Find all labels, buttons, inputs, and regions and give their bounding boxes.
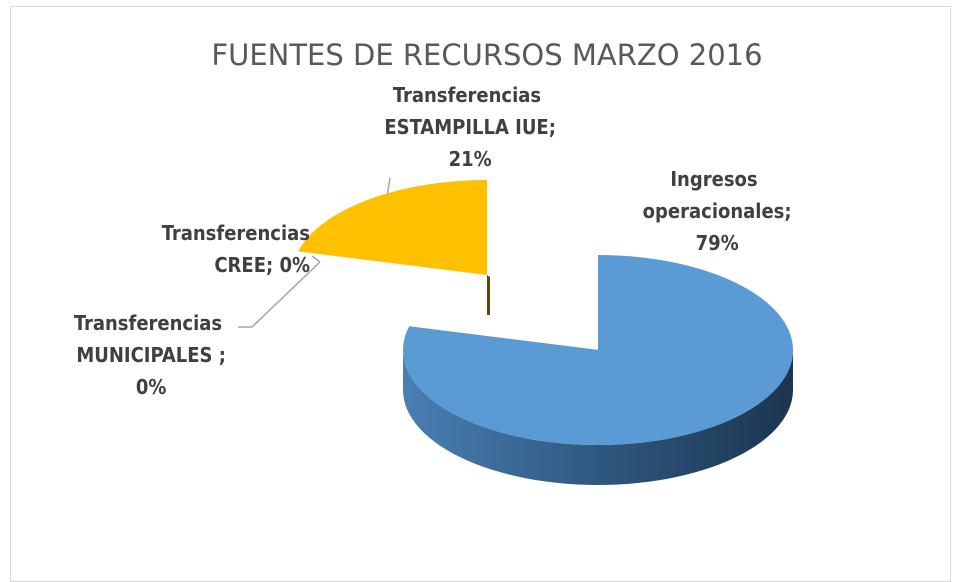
slice [298,180,487,275]
chart-title: FUENTES DE RECURSOS MARZO 2016 [211,38,762,72]
leader-line [238,261,321,328]
chart-frame [10,6,951,582]
slice [403,255,793,445]
data-label: Transferencias MUNICIPALES ; 0% [70,311,226,399]
data-label: Transferencias CREE; 0% [162,221,310,277]
data-label: Ingresos operacionales; 79% [636,167,791,255]
leader-line [311,255,321,263]
slice-side [487,275,490,315]
pie [298,180,793,485]
slice-side [403,350,793,485]
data-label: Transferencias ESTAMPILLA IUE; 21% [378,83,556,171]
data-labels: Ingresos operacionales; 79% Transferencia… [70,83,792,399]
